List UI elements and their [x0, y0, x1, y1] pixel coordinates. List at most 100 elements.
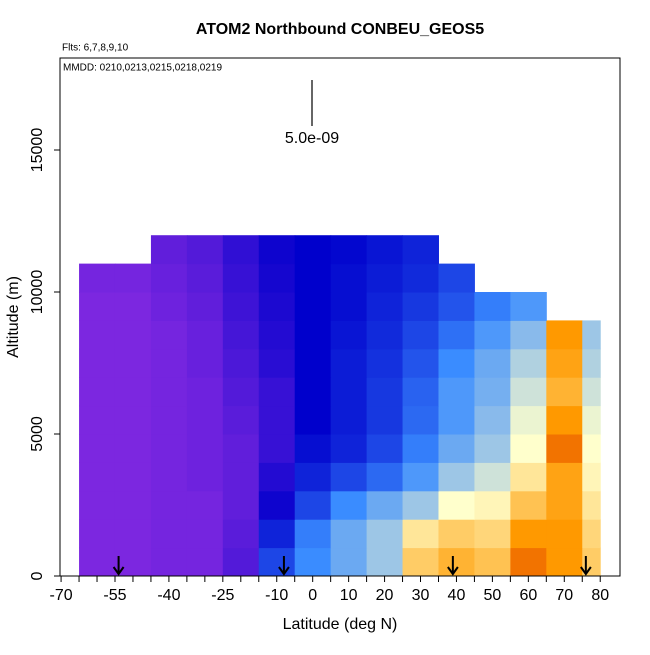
heat-cell — [330, 547, 368, 577]
heat-cell — [150, 263, 188, 293]
heat-cell — [474, 320, 511, 350]
heat-cell — [150, 462, 188, 492]
heat-cell — [294, 547, 332, 577]
heat-cell — [79, 434, 116, 463]
heat-cell — [222, 434, 260, 463]
heat-cell — [186, 263, 224, 293]
heat-cell — [366, 377, 404, 407]
heat-cell — [582, 377, 601, 407]
heat-cell — [366, 405, 404, 435]
heat-cell — [294, 434, 332, 463]
heat-cell — [474, 547, 511, 577]
heat-cell — [186, 490, 224, 520]
heat-cell — [79, 377, 116, 407]
heat-cell — [510, 519, 547, 549]
heat-cell — [79, 320, 116, 350]
heat-cell — [546, 320, 583, 350]
heat-cell — [402, 235, 439, 265]
y-tick-label: 0 — [29, 571, 46, 580]
heat-cell — [366, 547, 404, 577]
heat-cell — [258, 377, 296, 407]
heat-cell — [402, 490, 439, 520]
heat-cell — [150, 377, 188, 407]
heat-cell — [186, 377, 224, 407]
y-tick-label: 5000 — [29, 416, 46, 452]
heat-cell — [79, 263, 116, 293]
chart-title: ATOM2 Northbound CONBEU_GEOS5 — [196, 21, 484, 38]
heat-cell — [258, 547, 296, 577]
heat-cell — [546, 462, 583, 492]
heat-cell — [474, 434, 511, 463]
heat-cell — [582, 490, 601, 520]
heat-cell — [330, 462, 368, 492]
heat-cell — [510, 434, 547, 463]
heat-cell — [582, 405, 601, 435]
flight-marker — [580, 556, 592, 576]
heat-cell — [438, 292, 475, 321]
x-tick-label: 40 — [448, 587, 466, 604]
heat-cell — [79, 405, 116, 435]
heat-cell — [150, 434, 188, 463]
x-tick-label: 50 — [484, 587, 502, 604]
heat-cell — [294, 377, 332, 407]
heat-cell — [114, 519, 152, 549]
y-axis-label: Altitude (m) — [5, 276, 22, 358]
heat-cell — [186, 462, 224, 492]
heat-cell — [150, 405, 188, 435]
heat-cell — [222, 462, 260, 492]
heat-cell — [438, 490, 475, 520]
x-tick-label: 70 — [555, 587, 573, 604]
heat-cell — [546, 377, 583, 407]
flight-marker-head — [447, 566, 459, 576]
heat-cell — [186, 235, 224, 265]
heat-cell — [186, 434, 224, 463]
heat-cell — [474, 519, 511, 549]
heat-cell — [402, 377, 439, 407]
heat-cell — [546, 434, 583, 463]
heat-cell — [546, 547, 583, 577]
heat-cell — [258, 519, 296, 549]
heat-cell — [510, 292, 547, 321]
subtitle: Flts: 6,7,8,9,10 — [62, 43, 129, 54]
flight-marker — [278, 556, 290, 576]
heat-cell — [330, 490, 368, 520]
heat-cell — [114, 348, 152, 378]
heat-cell — [150, 519, 188, 549]
heat-cell — [366, 263, 404, 293]
heat-cell — [186, 292, 224, 321]
heat-cell — [402, 348, 439, 378]
heat-cell — [330, 434, 368, 463]
x-tick-label: 0 — [308, 587, 317, 604]
heat-cell — [438, 320, 475, 350]
flight-marker — [112, 556, 125, 576]
heat-cell — [258, 434, 296, 463]
x-tick-label: -10 — [265, 587, 288, 604]
heat-cell — [366, 434, 404, 463]
flight-marker-head — [278, 566, 290, 576]
plot-frame — [59, 57, 621, 577]
heat-cell — [438, 547, 475, 577]
heat-cell — [79, 462, 116, 492]
x-tick-label: 20 — [376, 587, 394, 604]
heat-cell — [294, 490, 332, 520]
heat-cell — [402, 434, 439, 463]
heat-cell — [150, 490, 188, 520]
heat-cell — [366, 292, 404, 321]
heat-cell — [150, 348, 188, 378]
heat-cell — [582, 519, 601, 549]
heat-cell — [294, 263, 332, 293]
heat-cell — [330, 377, 368, 407]
heat-cell — [294, 320, 332, 350]
heat-cell — [474, 377, 511, 407]
flight-marker-head — [112, 566, 125, 576]
heat-cell — [402, 462, 439, 492]
heat-cell — [438, 519, 475, 549]
x-tick-label: 30 — [412, 587, 430, 604]
heat-cell — [366, 320, 404, 350]
heat-cell — [438, 263, 475, 293]
heat-cell — [546, 490, 583, 520]
heat-cell — [474, 462, 511, 492]
heat-cell — [402, 519, 439, 549]
heat-cell — [402, 405, 439, 435]
heat-cell — [258, 235, 296, 265]
